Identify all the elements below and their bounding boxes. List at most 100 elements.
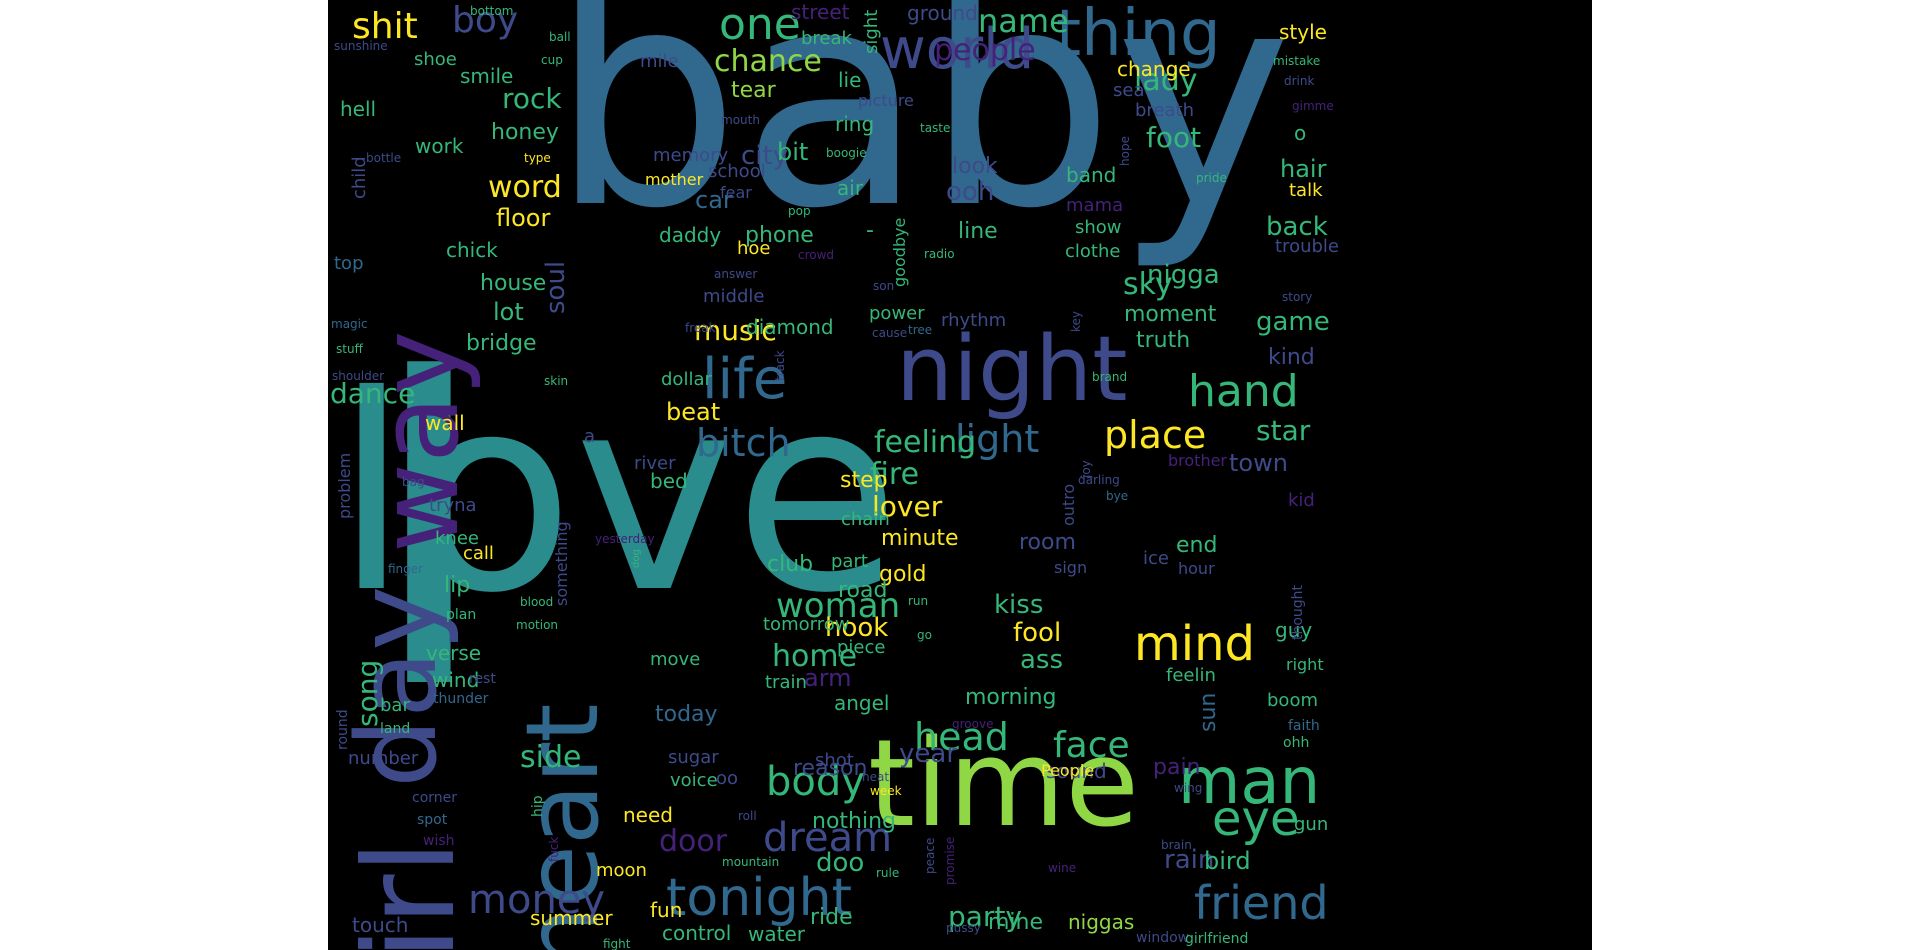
word-pain: pain [1153, 755, 1201, 780]
word-shit: shit [352, 6, 418, 47]
word-today: today [655, 702, 718, 727]
word-dash: - [866, 218, 874, 243]
word-key: key [1069, 310, 1083, 332]
word-sky: sky [1123, 267, 1173, 302]
word-magic: magic [331, 317, 368, 331]
word-bridge: bridge [466, 331, 537, 356]
word-freak: freak [685, 321, 716, 335]
word-side: side [520, 740, 582, 775]
word-wish: wish [423, 833, 455, 849]
word-goodbye: goodbye [890, 217, 909, 288]
word-chick: chick [446, 238, 498, 262]
word-crowd: crowd [798, 248, 835, 262]
word-school: school [708, 161, 766, 182]
word-tear: tear [731, 78, 776, 103]
word-bitch: bitch [696, 421, 791, 465]
word-rock: rock [502, 82, 562, 115]
word-air: air [837, 176, 864, 200]
word-shoulder: shoulder [332, 369, 385, 383]
word-people: People [1041, 761, 1095, 780]
word-outro: outro [1059, 483, 1078, 526]
word-fire: fire [870, 457, 920, 492]
word-home: home [772, 639, 858, 674]
word-cause: cause [872, 326, 908, 340]
word-wine: wine [1048, 861, 1077, 875]
word-control: control [662, 921, 732, 945]
word-soul: soul [541, 261, 571, 315]
word-number: number [348, 748, 419, 769]
word-head: head [914, 715, 1009, 759]
word-break: break [801, 28, 852, 49]
word-hip: hip [530, 795, 546, 818]
word-game: game [1256, 307, 1330, 337]
word-one: one [719, 0, 801, 50]
word-daddy: daddy [659, 223, 722, 247]
word-kiss: kiss [994, 590, 1044, 620]
word-back: back [1266, 212, 1328, 242]
word-girlfriend: girlfriend [1185, 931, 1249, 947]
word-sea: sea [1113, 80, 1145, 101]
word-work: work [415, 134, 464, 158]
word-part: part [831, 551, 868, 572]
word-ooh: ooh [946, 177, 995, 207]
word-face: face [1053, 725, 1130, 766]
word-hour: hour [1178, 559, 1215, 578]
word-bye: bye [1106, 489, 1129, 503]
word-voice: voice [670, 770, 718, 791]
word-fuck: fuck [547, 836, 561, 862]
word-corner: corner [412, 790, 458, 806]
word-rhythm: rhythm [941, 310, 1007, 331]
word-hoe: hoe [737, 238, 771, 259]
word-gun: gun [1294, 814, 1329, 835]
word-fool: fool [1013, 618, 1062, 648]
word-angel: angel [834, 691, 890, 715]
word-word: word [488, 170, 562, 205]
word-floor: floor [496, 204, 551, 232]
word-city: city [741, 141, 789, 171]
word-diamond: diamond [746, 315, 834, 339]
word-year: year [899, 739, 958, 769]
word-problem: problem [335, 452, 354, 520]
word-rain: rain [1164, 845, 1215, 875]
word-tree: tree [908, 323, 933, 337]
word-yesterday: yesterday [595, 532, 655, 546]
word-truth: truth [1136, 328, 1191, 353]
word-peace: peace [923, 837, 937, 874]
word-spot: spot [417, 812, 448, 828]
word-look: look [952, 154, 998, 179]
word-town: town [1229, 449, 1288, 477]
word-move: move [650, 649, 701, 670]
word-lip: lip [444, 573, 471, 598]
word-mouth: mouth [721, 113, 760, 127]
word-story: story [1282, 290, 1313, 304]
word-lady: lady [1134, 63, 1198, 98]
word-knee: knee [435, 528, 479, 549]
word-music: music [694, 314, 777, 347]
word-show: show [1075, 217, 1122, 238]
word-fight: fight [603, 937, 631, 950]
word-smile: smile [460, 64, 514, 88]
word-mind: mind [1134, 616, 1255, 672]
word-mama: mama [1066, 195, 1124, 216]
word-sun: sun [1196, 692, 1221, 732]
word-i: I [364, 274, 494, 786]
word-line: line [958, 219, 998, 244]
word-bed: bed [650, 469, 688, 493]
word-light: light [955, 417, 1040, 461]
word-roll: roll [738, 809, 757, 823]
word-doo: doo [816, 848, 865, 878]
word-darling: darling [1078, 473, 1120, 487]
word-street: street [791, 0, 850, 24]
word-thunder: thunder [433, 691, 489, 707]
word-motion: motion [516, 618, 559, 632]
word-bar: bar [380, 695, 410, 716]
word-a: a [584, 426, 596, 447]
word-kind: kind [1268, 345, 1315, 370]
word-train: train [765, 672, 807, 693]
word-land: land [380, 721, 411, 737]
word-end: end [1176, 533, 1218, 558]
word-wall: wall [425, 411, 465, 435]
word-ball: ball [549, 30, 571, 44]
word-right: right [1286, 655, 1324, 674]
word-night: night [896, 317, 1128, 422]
